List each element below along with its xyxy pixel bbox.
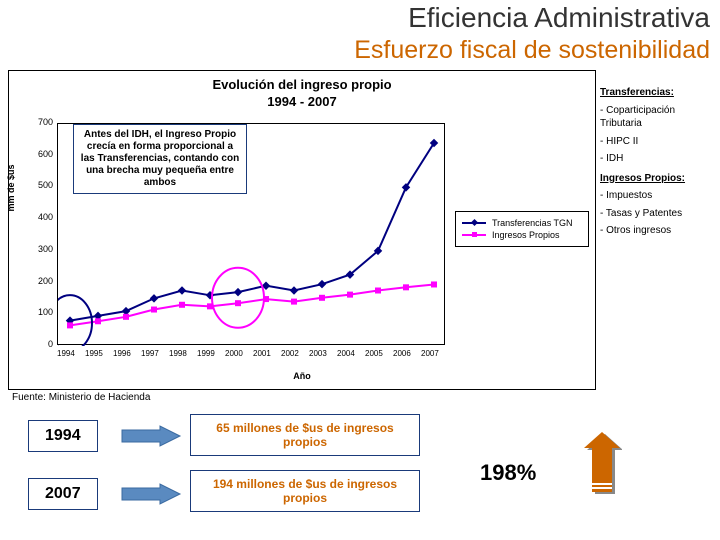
- side-h1: Transferencias:: [600, 86, 714, 100]
- side-items2: - Impuestos - Tasas y Patentes - Otros ing…: [600, 189, 714, 238]
- ytick: 200: [29, 276, 53, 286]
- side-item: - Tasas y Patentes: [600, 207, 714, 221]
- xtick: 2004: [337, 349, 363, 358]
- ytick: 700: [29, 117, 53, 127]
- side-h2: Ingresos Propios:: [600, 172, 714, 186]
- side-items1: - Coparticipación Tributaria - HIPC II - I…: [600, 104, 714, 166]
- side-item: - HIPC II: [600, 135, 714, 149]
- arrow-2: [120, 482, 182, 506]
- legend: Transferencias TGN Ingresos Propios: [455, 211, 589, 247]
- chart-title: Evolución del ingreso propio 1994 - 2007: [9, 77, 595, 111]
- xaxis-label: Año: [293, 371, 311, 381]
- arrow-1: [120, 424, 182, 448]
- xtick: 1995: [85, 349, 111, 358]
- xtick: 2003: [309, 349, 335, 358]
- sub-title: Esfuerzo fiscal de sostenibilidad: [354, 36, 710, 65]
- side-item: - Coparticipación Tributaria: [600, 104, 714, 131]
- ytick: 100: [29, 307, 53, 317]
- side-item: - Otros ingresos: [600, 224, 714, 238]
- side-listing: Transferencias: - Coparticipación Tribut…: [600, 80, 714, 238]
- chart-title-l2: 1994 - 2007: [267, 94, 336, 109]
- xtick: 2007: [421, 349, 447, 358]
- legend-row: Ingresos Propios: [462, 230, 582, 240]
- desc-box-2: 194 millones de $us de ingresos propios: [190, 470, 420, 512]
- xtick: 1999: [197, 349, 223, 358]
- side-item: - Impuestos: [600, 189, 714, 203]
- xtick: 1996: [113, 349, 139, 358]
- xtick: 2002: [281, 349, 307, 358]
- ytick: 300: [29, 244, 53, 254]
- ytick: 0: [29, 339, 53, 349]
- main-title: Eficiencia Administrativa: [408, 2, 710, 34]
- xtick: 1998: [169, 349, 195, 358]
- source-text: Fuente: Ministerio de Hacienda: [12, 392, 150, 403]
- ytick: 400: [29, 212, 53, 222]
- chart-frame: Evolución del ingreso propio 1994 - 2007…: [8, 70, 596, 390]
- chart-title-l1: Evolución del ingreso propio: [212, 77, 391, 92]
- year-box-1994: 1994: [28, 420, 98, 452]
- xtick: 1997: [141, 349, 167, 358]
- side-item: - IDH: [600, 152, 714, 166]
- desc-box-1: 65 millones de $us de ingresos propios: [190, 414, 420, 456]
- yaxis-label: mm de $us: [6, 164, 16, 211]
- legend-row: Transferencias TGN: [462, 218, 582, 228]
- pct-label: 198%: [480, 460, 536, 486]
- xtick: 2001: [253, 349, 279, 358]
- ytick: 500: [29, 180, 53, 190]
- plot-area: Antes del IDH, el Ingreso Propio crecía …: [57, 123, 445, 345]
- year-box-2007: 2007: [28, 478, 98, 510]
- annotation-box: Antes del IDH, el Ingreso Propio crecía …: [73, 124, 247, 194]
- xtick: 2006: [393, 349, 419, 358]
- xtick: 2000: [225, 349, 251, 358]
- up-arrow-icon: [580, 432, 622, 502]
- xtick: 1994: [57, 349, 83, 358]
- ytick: 600: [29, 149, 53, 159]
- xtick: 2005: [365, 349, 391, 358]
